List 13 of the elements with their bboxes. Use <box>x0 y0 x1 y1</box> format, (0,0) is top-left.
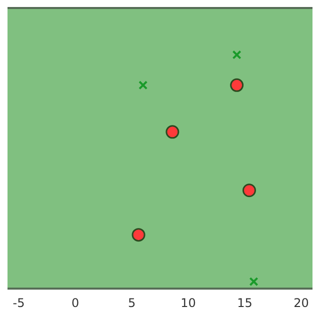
point <box>232 50 242 60</box>
point <box>242 184 256 198</box>
point <box>138 80 148 90</box>
x-tick-label: 10 <box>180 296 196 310</box>
x-tick-label: 5 <box>128 296 136 310</box>
point <box>132 228 146 242</box>
x-tick-label: 15 <box>237 296 252 310</box>
point <box>230 78 244 92</box>
point <box>249 277 258 286</box>
point <box>166 125 180 139</box>
x-tick-label: 0 <box>71 296 80 310</box>
x-tick-label: 20 <box>294 296 309 310</box>
x-tick-label: -5 <box>12 296 25 310</box>
